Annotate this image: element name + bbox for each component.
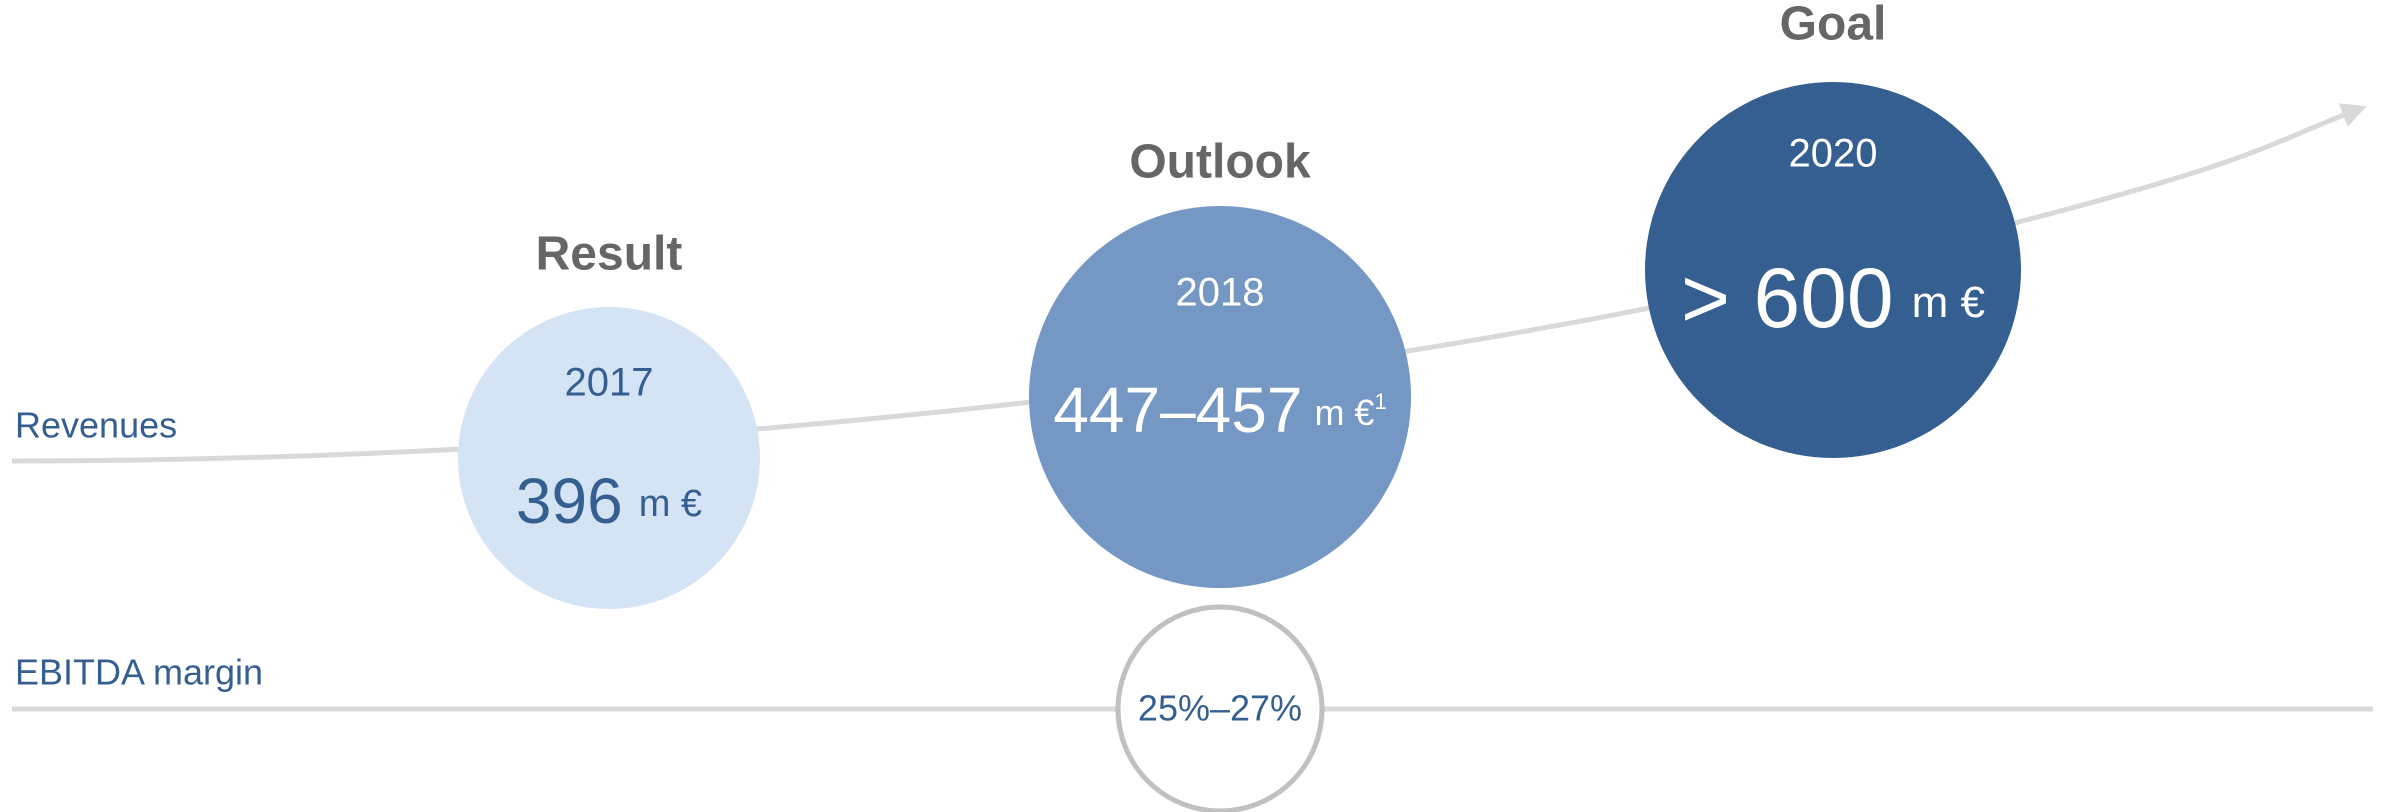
value: 396 m € xyxy=(516,465,702,537)
ebitda-circle xyxy=(1115,604,1325,812)
unit: m € xyxy=(1912,278,1985,327)
row-label: Revenues xyxy=(15,405,177,446)
milestone-circle xyxy=(1029,206,1411,588)
footnote: 1 xyxy=(1374,389,1386,414)
value-number: > 600 xyxy=(1681,251,1894,345)
value-number: 396 xyxy=(516,465,623,537)
unit: m € xyxy=(639,483,702,525)
ebitda-value: 25%–27% xyxy=(1138,688,1302,729)
unit: m € xyxy=(1314,392,1374,433)
value: 447–457 m €1 xyxy=(1053,374,1386,446)
milestone-circle xyxy=(1645,82,2021,458)
heading: Result xyxy=(536,228,683,281)
heading: Outlook xyxy=(1129,136,1311,189)
value-number: 447–457 xyxy=(1053,374,1302,446)
row-label: EBITDA margin xyxy=(15,652,263,693)
year: 2018 xyxy=(1176,271,1265,315)
year: 2017 xyxy=(565,361,654,405)
year: 2020 xyxy=(1789,132,1878,176)
value: > 600 m € xyxy=(1681,251,1985,345)
milestone-circle xyxy=(458,307,760,609)
heading: Goal xyxy=(1780,0,1887,51)
